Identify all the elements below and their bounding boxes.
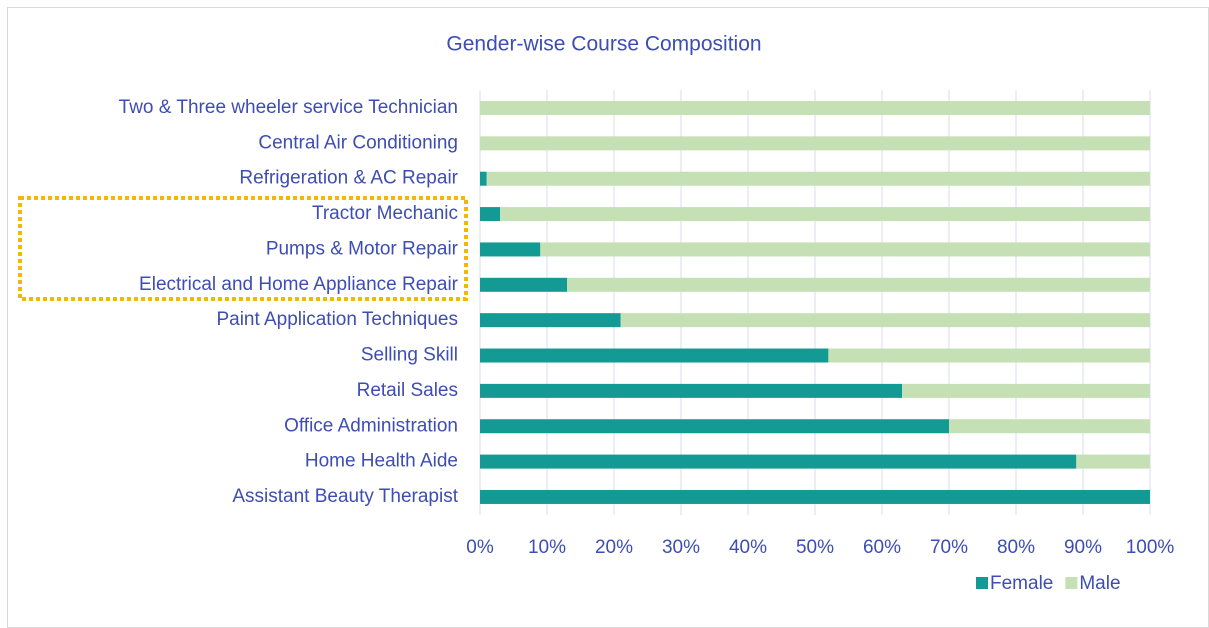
bar-segment	[480, 348, 829, 363]
highlight-box	[18, 196, 468, 301]
legend-swatch	[1065, 577, 1078, 589]
x-tick-label: 80%	[997, 537, 1035, 558]
bar-segment	[480, 136, 1150, 151]
bar-segment	[480, 171, 487, 186]
bar-segment	[949, 419, 1150, 434]
bar-segment	[480, 454, 1077, 469]
y-tick-label: Assistant Beauty Therapist	[232, 486, 458, 507]
y-tick-label: Tractor Mechanic	[312, 203, 458, 224]
bar-segment	[540, 242, 1150, 257]
bar-segment	[1076, 454, 1150, 469]
bar-segment	[480, 383, 903, 398]
x-tick-label: 60%	[863, 537, 901, 558]
x-tick-label: 20%	[595, 537, 633, 558]
bar-segment	[902, 383, 1150, 398]
y-tick-label: Pumps & Motor Repair	[266, 238, 459, 259]
bar-segment	[486, 171, 1150, 186]
y-tick-label: Retail Sales	[357, 380, 458, 401]
chart-title: Gender-wise Course Composition	[446, 33, 761, 56]
bar-segment	[480, 101, 1150, 115]
legend-label: Female	[990, 573, 1053, 594]
bar-segment	[480, 419, 949, 434]
legend-label: Male	[1079, 573, 1120, 594]
y-tick-label: Paint Application Techniques	[216, 309, 458, 330]
plot-area: 0% 10% 20% 30% 40% 50% 60% 70% 80% 90% 100% Two & T…	[119, 90, 1175, 594]
y-tick-label: Office Administration	[284, 415, 458, 436]
bar-segment	[480, 313, 621, 328]
x-tick-label: 10%	[528, 537, 566, 558]
y-tick-label: Home Health Aide	[305, 451, 458, 472]
x-tick-label: 70%	[930, 537, 968, 558]
legend-swatch	[976, 577, 988, 589]
bar-segment	[567, 277, 1150, 292]
y-tick-label: Refrigeration & AC Repair	[239, 168, 458, 189]
x-tick-label: 30%	[662, 537, 700, 558]
y-tick-label: Selling Skill	[361, 345, 458, 366]
x-tick-label: 90%	[1064, 537, 1102, 558]
x-tick-label: 50%	[796, 537, 834, 558]
bar-segment	[480, 277, 568, 292]
x-tick-label: 100%	[1126, 537, 1175, 558]
y-tick-label: Central Air Conditioning	[258, 132, 458, 153]
y-tick-label: Two & Three wheeler service Technician	[119, 97, 458, 118]
x-tick-label: 40%	[729, 537, 767, 558]
bar-segment	[480, 489, 1150, 504]
bar-segment	[620, 313, 1150, 328]
y-tick-label: Electrical and Home Appliance Repair	[139, 274, 459, 295]
x-tick-label: 0%	[466, 537, 494, 558]
bar-segment	[828, 348, 1150, 363]
bar-segment	[480, 207, 501, 222]
bar-segment	[480, 242, 541, 257]
bar-segment	[500, 207, 1151, 222]
